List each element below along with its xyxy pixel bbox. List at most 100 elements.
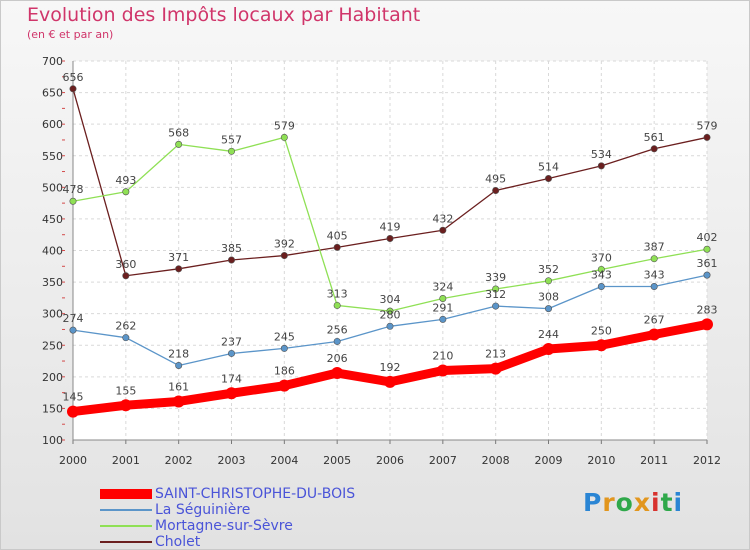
data-label: 361: [697, 257, 718, 270]
x-tick-label: 2000: [59, 454, 87, 467]
data-point: [386, 234, 394, 242]
data-point: [225, 387, 238, 400]
data-point: [69, 326, 77, 334]
data-point: [597, 283, 605, 291]
data-point: [648, 328, 661, 341]
data-label: 145: [63, 391, 84, 404]
data-point: [69, 85, 77, 93]
data-label: 432: [432, 212, 453, 225]
legend-item: Mortagne-sur-Sèvre: [100, 518, 420, 534]
data-label: 304: [380, 293, 401, 306]
data-point: [175, 361, 183, 369]
data-point: [333, 243, 341, 251]
y-tick-label: 550: [42, 150, 63, 163]
logo-letter: o: [615, 488, 634, 517]
legend: SAINT-CHRISTOPHE-DU-BOIS La Séguinière Mor…: [100, 486, 420, 550]
data-label: 371: [168, 251, 189, 264]
data-label: 370: [591, 251, 612, 264]
data-point: [597, 265, 605, 273]
data-label: 579: [274, 119, 295, 132]
data-point: [703, 271, 711, 279]
data-label: 343: [591, 269, 612, 282]
y-tick-label: 700: [42, 55, 63, 68]
data-label: 186: [274, 365, 295, 378]
data-point: [280, 252, 288, 260]
x-tick-label: 2008: [482, 454, 510, 467]
data-point: [492, 186, 500, 194]
x-tick-label: 2002: [165, 454, 193, 467]
data-label: 385: [221, 242, 242, 255]
x-tick-label: 2010: [587, 454, 615, 467]
data-label: 155: [115, 384, 136, 397]
legend-item: La Séguinière: [100, 502, 420, 518]
data-point: [436, 364, 449, 377]
data-label: 244: [538, 328, 559, 341]
data-label: 213: [485, 348, 506, 361]
data-point: [228, 256, 236, 264]
data-point: [280, 344, 288, 352]
data-label: 514: [538, 160, 559, 173]
data-label: 343: [644, 269, 665, 282]
data-label: 174: [221, 372, 242, 385]
data-label: 256: [327, 323, 348, 336]
data-point: [542, 343, 555, 356]
data-label: 324: [432, 281, 453, 294]
x-tick-label: 2005: [323, 454, 351, 467]
data-point: [650, 283, 658, 291]
x-tick-label: 2009: [535, 454, 563, 467]
data-point: [119, 399, 132, 412]
data-label: 312: [485, 288, 506, 301]
data-label: 192: [380, 361, 401, 374]
data-label: 387: [644, 241, 665, 254]
x-tick-label: 2012: [693, 454, 721, 467]
x-tick-label: 2004: [270, 454, 298, 467]
chart-title: Evolution des Impôts locaux par Habitant: [27, 4, 421, 26]
data-label: 218: [168, 347, 189, 360]
data-point: [228, 147, 236, 155]
y-tick-label: 650: [42, 87, 63, 100]
data-label: 280: [380, 308, 401, 321]
data-label: 313: [327, 287, 348, 300]
data-label: 557: [221, 133, 242, 146]
y-tick-label: 250: [42, 339, 63, 352]
data-label: 262: [115, 320, 136, 333]
legend-label: Mortagne-sur-Sèvre: [155, 518, 293, 534]
x-tick-label: 2006: [376, 454, 404, 467]
y-tick-label: 500: [42, 181, 63, 194]
data-label: 161: [168, 380, 189, 393]
legend-item: Cholet: [100, 534, 420, 550]
data-point: [69, 197, 77, 205]
y-tick-label: 600: [42, 118, 63, 131]
logo-letter: t: [660, 488, 674, 517]
data-point: [703, 245, 711, 253]
data-point: [122, 188, 130, 196]
y-tick-label: 400: [42, 245, 63, 258]
data-label: 206: [327, 352, 348, 365]
data-point: [175, 265, 183, 273]
data-label: 493: [115, 174, 136, 187]
logo-letter: x: [633, 488, 651, 517]
data-label: 283: [697, 303, 718, 316]
y-tick-label: 100: [42, 434, 63, 447]
data-label: 495: [485, 172, 506, 185]
y-tick-label: 150: [42, 402, 63, 415]
data-point: [544, 305, 552, 313]
x-tick-label: 2001: [112, 454, 140, 467]
legend-label: La Séguinière: [155, 502, 251, 518]
data-point: [386, 322, 394, 330]
data-label: 579: [697, 119, 718, 132]
data-point: [384, 375, 396, 388]
data-point: [492, 302, 500, 310]
data-point: [489, 362, 502, 375]
data-label: 419: [380, 220, 401, 233]
legend-swatch: [100, 541, 152, 543]
logo-letter: i: [673, 488, 684, 517]
data-point: [439, 315, 447, 323]
data-label: 237: [221, 335, 242, 348]
data-label: 210: [432, 350, 453, 363]
data-point: [703, 133, 711, 141]
logo-letter: P: [583, 488, 603, 517]
data-point: [278, 379, 291, 392]
data-label: 402: [697, 231, 718, 244]
logo-letter: r: [602, 488, 616, 517]
